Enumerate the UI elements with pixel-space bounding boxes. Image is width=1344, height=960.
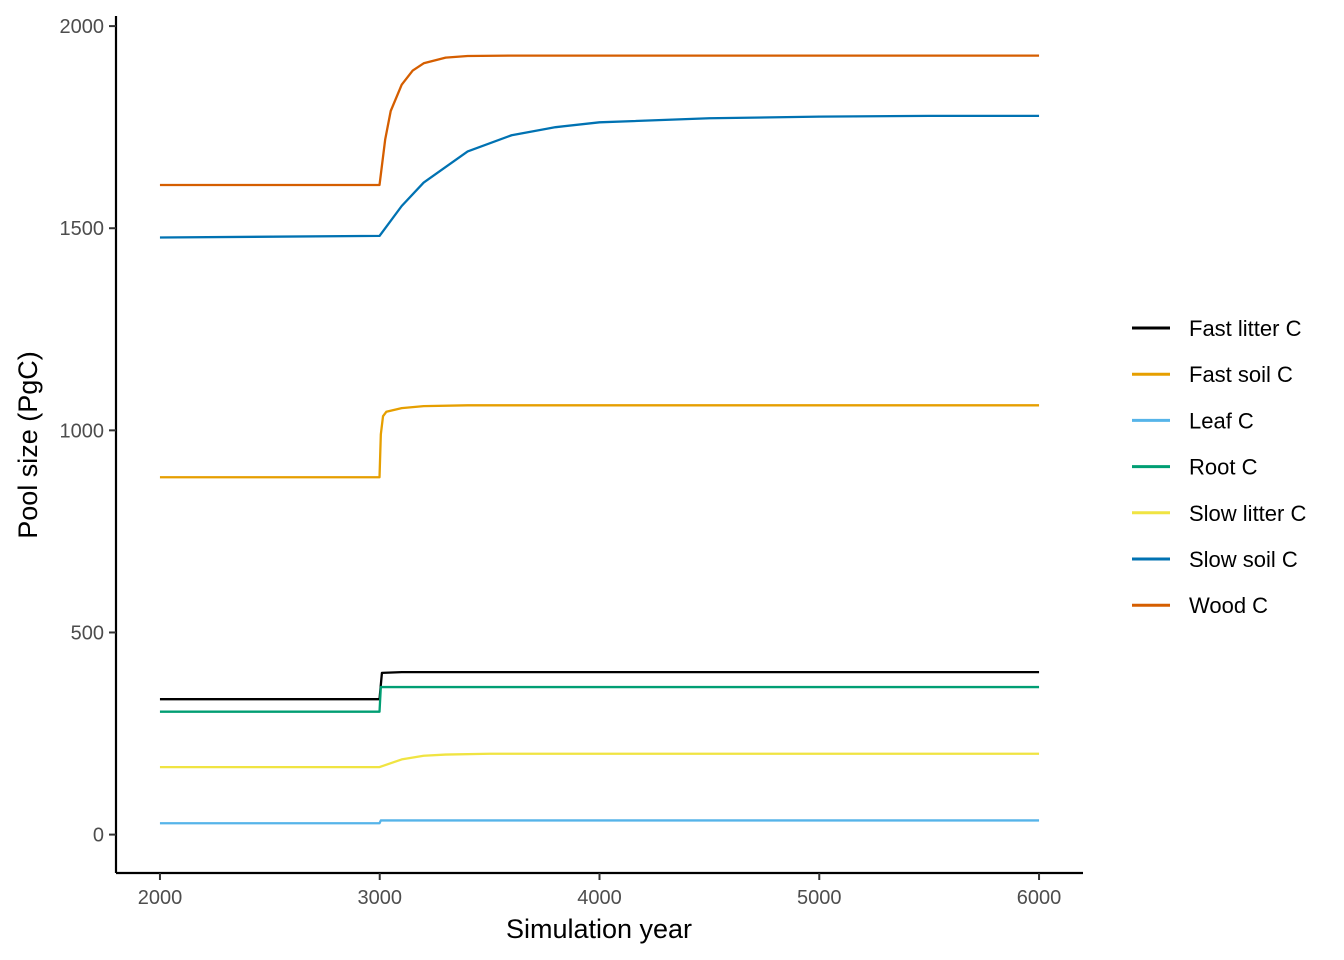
legend-label: Leaf C bbox=[1189, 408, 1254, 433]
legend-label: Fast litter C bbox=[1189, 316, 1302, 341]
series-lines bbox=[159, 54, 1040, 825]
legend-label: Fast soil C bbox=[1189, 362, 1293, 387]
x-tick-label: 6000 bbox=[1017, 887, 1062, 909]
series-line-slow-litter-c bbox=[159, 752, 1040, 769]
series-line-fast-soil-c bbox=[159, 404, 1040, 479]
y-tick-label: 2000 bbox=[60, 16, 105, 38]
x-tick-label: 2000 bbox=[138, 887, 183, 909]
series-line-fast-litter-c bbox=[159, 670, 1040, 701]
series-line-root-c bbox=[159, 685, 1040, 713]
series-line-wood-c bbox=[159, 54, 1040, 187]
x-tick-label: 5000 bbox=[797, 887, 842, 909]
series-line-leaf-c bbox=[159, 819, 1040, 825]
axes bbox=[114, 16, 1083, 875]
y-tick-label: 1000 bbox=[60, 420, 105, 442]
y-tick-label: 0 bbox=[93, 825, 104, 847]
x-ticks: 2000 3000 4000 5000 6000 bbox=[138, 873, 1062, 909]
y-ticks: 0 500 1000 1500 2000 bbox=[60, 16, 116, 847]
x-tick-label: 3000 bbox=[357, 887, 402, 909]
y-tick-label: 1500 bbox=[60, 218, 105, 240]
x-tick-label: 4000 bbox=[577, 887, 622, 909]
legend-label: Root C bbox=[1189, 455, 1258, 480]
series-line-slow-soil-c bbox=[159, 114, 1040, 239]
legend-label: Wood C bbox=[1189, 593, 1268, 618]
legend: Fast litter C Fast soil C Leaf C Root C Slow… bbox=[1132, 316, 1306, 618]
legend-label: Slow soil C bbox=[1189, 547, 1298, 572]
y-axis-title: Pool size (PgC) bbox=[13, 351, 43, 539]
x-axis-title: Simulation year bbox=[506, 914, 692, 944]
y-tick-label: 500 bbox=[71, 622, 104, 644]
legend-label: Slow litter C bbox=[1189, 501, 1306, 526]
